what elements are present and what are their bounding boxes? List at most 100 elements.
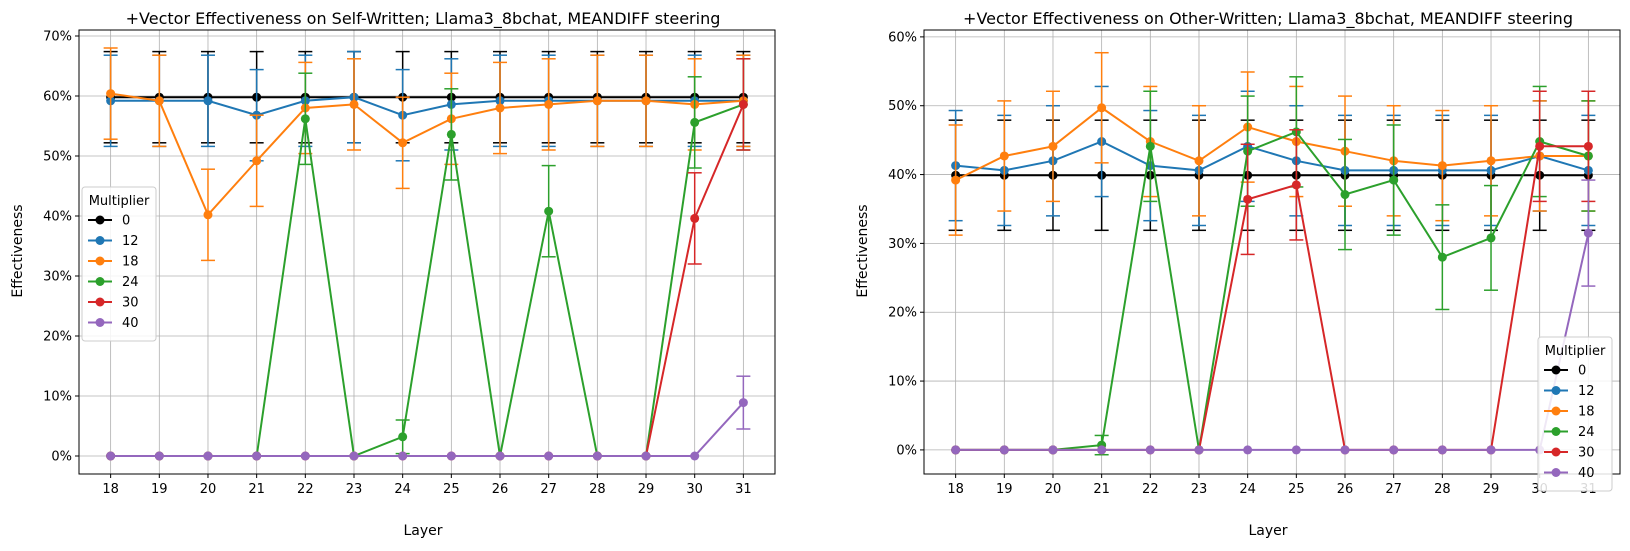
series-layer — [103, 47, 751, 461]
data-point — [446, 451, 456, 461]
legend-item-18: 18 — [1544, 405, 1595, 420]
data-point — [690, 451, 700, 461]
data-point — [1486, 156, 1496, 166]
data-point — [951, 175, 961, 185]
series-40 — [106, 375, 751, 461]
legend-marker — [1551, 406, 1561, 416]
x-tick-label: 26 — [492, 482, 509, 497]
data-point — [544, 206, 554, 216]
data-point — [300, 451, 310, 461]
x-tick-label: 22 — [1142, 482, 1159, 497]
legend-label: 18 — [122, 255, 139, 270]
legend-item-0: 0 — [88, 214, 130, 229]
legend-marker — [1551, 468, 1561, 477]
legend-label: 24 — [1578, 425, 1595, 440]
legend-item-12: 12 — [88, 234, 139, 249]
data-point — [154, 96, 164, 106]
data-point — [738, 99, 748, 109]
series-line — [955, 140, 1589, 172]
legend-label: 30 — [1578, 446, 1595, 461]
x-tick-label: 22 — [297, 482, 314, 497]
series-line — [955, 232, 1590, 451]
series-line — [110, 92, 744, 217]
data-point — [1048, 445, 1058, 455]
data-point — [592, 451, 602, 461]
x-tick-label: 20 — [200, 482, 217, 497]
data-point — [1048, 141, 1058, 151]
axes: 18192021222324252627282930310%10%20%30%4… — [888, 29, 1621, 497]
series-line — [110, 401, 745, 457]
x-tick-label: 29 — [1483, 482, 1500, 497]
legend-label: 0 — [122, 214, 130, 229]
legend-marker — [95, 318, 105, 327]
data-point — [1243, 445, 1253, 455]
legend: Multiplier 0 12 18 24 30 40 — [81, 186, 157, 342]
data-point — [1437, 161, 1447, 171]
data-point — [106, 89, 116, 99]
y-axis-label: Effectiveness — [10, 204, 26, 297]
legend-item-24: 24 — [1544, 425, 1595, 440]
chart-self-written: +Vector Effectiveness on Self-Written; L… — [10, 9, 776, 539]
data-point — [1389, 445, 1399, 455]
data-point — [349, 99, 359, 109]
x-tick-label: 19 — [151, 482, 168, 497]
legend: Multiplier 0 12 18 24 30 40 — [1537, 336, 1613, 492]
x-tick-label: 28 — [1434, 482, 1451, 497]
y-tick-label: 60% — [888, 30, 917, 45]
data-point — [1340, 190, 1350, 200]
x-tick-label: 18 — [947, 482, 964, 497]
chart-title: +Vector Effectiveness on Self-Written; L… — [126, 9, 721, 29]
y-tick-label: 60% — [43, 90, 72, 105]
y-tick-label: 30% — [43, 270, 72, 285]
data-point — [544, 99, 554, 109]
chart-title: +Vector Effectiveness on Other-Written; … — [963, 9, 1573, 29]
data-point — [1243, 194, 1253, 204]
legend-item-40: 40 — [1544, 466, 1595, 481]
x-axis-label: Layer — [403, 523, 442, 539]
legend-marker — [1551, 447, 1561, 457]
data-point — [1194, 156, 1204, 166]
y-tick-label: 10% — [888, 375, 917, 390]
data-point — [1194, 445, 1204, 455]
data-point — [252, 156, 262, 166]
x-axis-label: Layer — [1248, 523, 1287, 539]
series-line — [955, 106, 1589, 181]
legend-label: 30 — [122, 296, 139, 311]
x-tick-label: 27 — [1385, 482, 1402, 497]
y-tick-label: 0% — [51, 450, 72, 465]
x-tick-label: 21 — [1093, 482, 1110, 497]
data-point — [1535, 141, 1545, 151]
legend-marker — [95, 215, 105, 225]
plot-frame — [78, 29, 776, 475]
legend-label: 24 — [122, 275, 139, 290]
y-tick-label: 20% — [43, 330, 72, 345]
data-point — [1291, 445, 1301, 455]
data-point — [641, 451, 651, 461]
legend-label: 0 — [1578, 364, 1586, 379]
legend-item-0: 0 — [1544, 364, 1586, 379]
x-tick-label: 23 — [346, 482, 363, 497]
series-18 — [948, 51, 1596, 236]
y-tick-label: 50% — [888, 99, 917, 114]
legend-box — [81, 186, 157, 342]
x-tick-label: 24 — [1239, 482, 1256, 497]
series-40 — [951, 179, 1596, 455]
y-tick-label: 10% — [43, 390, 72, 405]
chart-other-written: +Vector Effectiveness on Other-Written; … — [855, 9, 1621, 539]
x-tick-label: 25 — [443, 482, 460, 497]
y-tick-label: 30% — [888, 237, 917, 252]
data-point — [106, 451, 116, 461]
x-tick-label: 29 — [638, 482, 655, 497]
data-point — [203, 96, 213, 106]
legend-marker — [95, 236, 105, 245]
data-point — [203, 210, 213, 220]
y-tick-label: 0% — [896, 443, 917, 458]
legend-label: 40 — [122, 316, 139, 331]
data-point — [690, 117, 700, 127]
x-tick-label: 21 — [248, 482, 265, 497]
legend-title: Multiplier — [1545, 344, 1606, 359]
legend-marker — [95, 277, 105, 286]
legend-item-40: 40 — [88, 316, 139, 331]
